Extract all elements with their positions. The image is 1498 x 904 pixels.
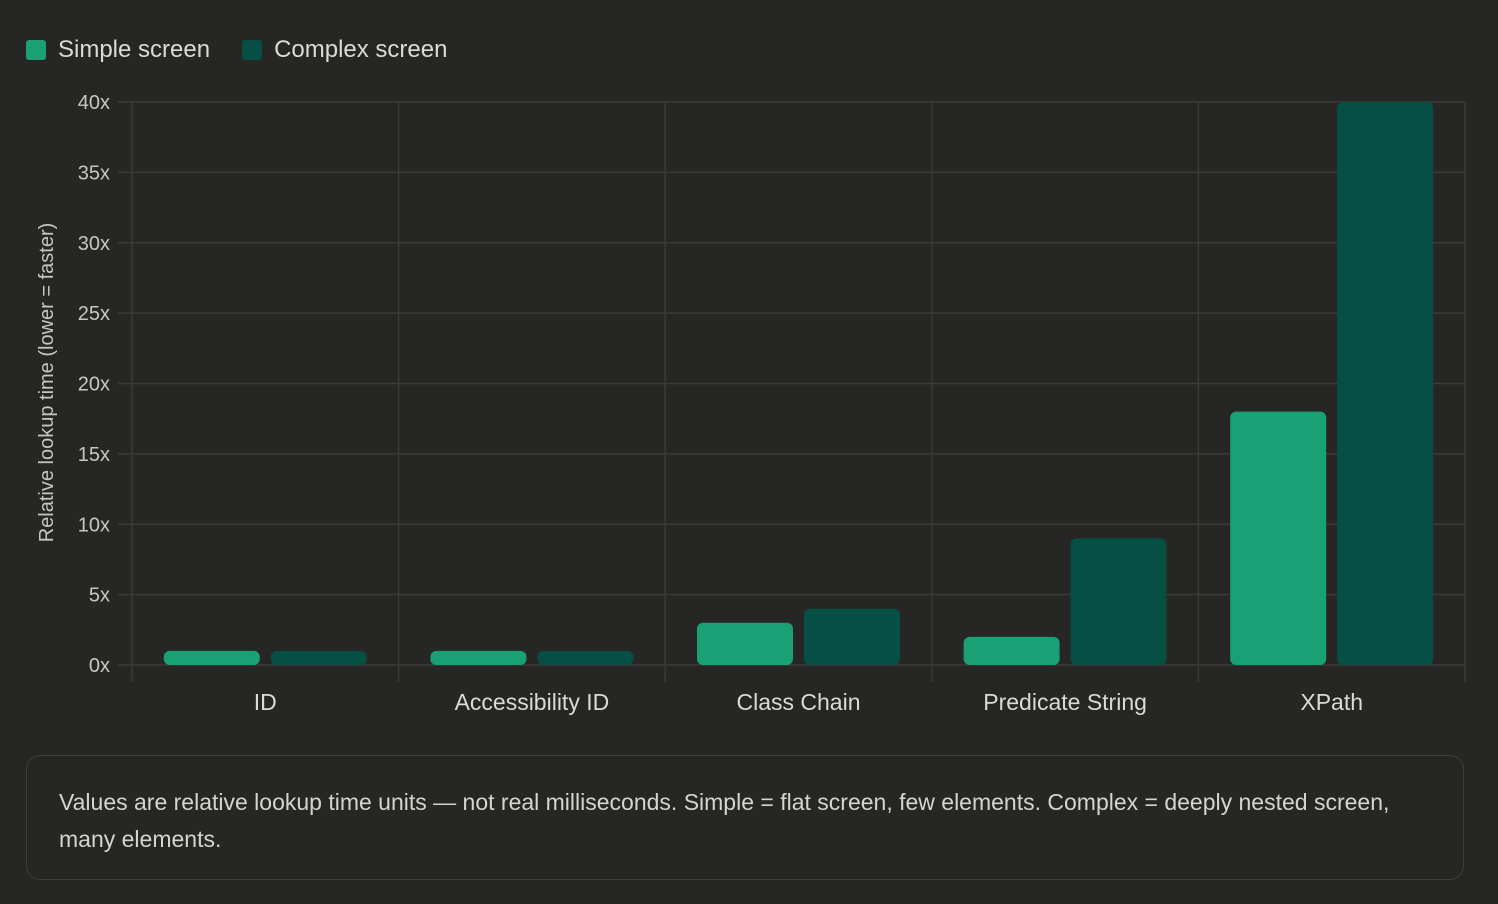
bar-simple	[697, 622, 793, 665]
bar-chart: 0x 5x 10x 15x 20x 25x 30x 35x 40x ID Accessibility…	[36, 92, 1466, 715]
x-tick-label: Predicate String	[983, 689, 1147, 715]
bar-complex	[270, 650, 367, 665]
legend-item-complex[interactable]: Complex screen	[242, 36, 447, 64]
y-axis-label: Relative lookup time (lower = faster)	[36, 223, 58, 543]
y-tick-label: 20x	[78, 374, 110, 396]
bar-complex	[537, 650, 634, 665]
legend-swatch-complex	[242, 40, 263, 60]
bar-simple	[1230, 411, 1327, 665]
x-tick-label: Class Chain	[737, 689, 861, 715]
chart-legend: Simple screen Complex screen	[26, 36, 447, 64]
y-tick-label: 10x	[78, 514, 110, 536]
y-tick-label: 40x	[78, 92, 110, 114]
bar-complex	[1070, 538, 1167, 665]
y-tick-label: 15x	[78, 444, 110, 466]
x-tick-label: ID	[254, 689, 277, 715]
bar-simple	[963, 636, 1060, 665]
y-tick-label: 0x	[89, 655, 110, 677]
x-tick-label: XPath	[1300, 689, 1363, 715]
y-tick-label: 35x	[78, 162, 110, 184]
legend-item-simple[interactable]: Simple screen	[26, 36, 210, 64]
legend-label-simple: Simple screen	[58, 36, 211, 63]
bar-complex	[1337, 102, 1434, 665]
bar-complex	[804, 608, 900, 665]
legend-label-complex: Complex screen	[274, 36, 448, 63]
y-tick-label: 25x	[78, 303, 110, 325]
legend-swatch-simple	[26, 40, 46, 60]
y-tick-label: 30x	[78, 233, 110, 255]
x-tick-label: Accessibility ID	[455, 689, 610, 715]
y-tick-label: 5x	[89, 585, 110, 607]
bar-simple	[163, 650, 260, 665]
footnote-text: Values are relative lookup time units — …	[59, 789, 1390, 852]
chart-footnote: Values are relative lookup time units — …	[26, 755, 1464, 880]
bar-simple	[430, 650, 527, 665]
